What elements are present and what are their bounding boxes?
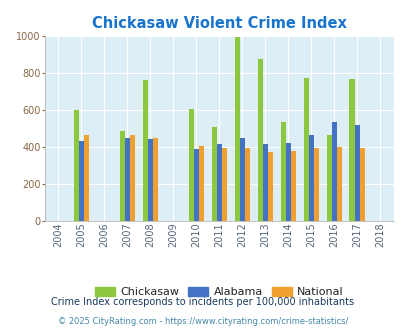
Bar — [193, 149, 198, 221]
Bar — [124, 138, 130, 221]
Bar — [336, 147, 341, 221]
Bar — [147, 139, 152, 221]
Bar — [257, 59, 262, 221]
Bar — [267, 152, 272, 221]
Bar — [216, 144, 221, 221]
Bar — [221, 148, 226, 221]
Bar — [84, 135, 89, 221]
Bar — [74, 110, 79, 221]
Bar — [79, 141, 84, 221]
Bar — [244, 148, 249, 221]
Bar — [308, 135, 313, 221]
Bar — [303, 78, 308, 221]
Bar — [152, 138, 158, 221]
Bar — [290, 151, 295, 221]
Bar — [280, 122, 285, 221]
Text: Crime Index corresponds to incidents per 100,000 inhabitants: Crime Index corresponds to incidents per… — [51, 297, 354, 307]
Bar — [188, 109, 193, 221]
Bar — [285, 144, 290, 221]
Bar — [313, 148, 318, 221]
Bar — [234, 37, 239, 221]
Bar — [130, 135, 134, 221]
Legend: Chickasaw, Alabama, National: Chickasaw, Alabama, National — [90, 282, 347, 301]
Bar — [331, 122, 336, 221]
Bar — [354, 125, 359, 221]
Bar — [359, 148, 364, 221]
Bar — [239, 138, 244, 221]
Text: © 2025 CityRating.com - https://www.cityrating.com/crime-statistics/: © 2025 CityRating.com - https://www.city… — [58, 317, 347, 326]
Bar — [198, 146, 203, 221]
Bar — [211, 127, 216, 221]
Bar — [119, 131, 124, 221]
Bar — [262, 144, 267, 221]
Bar — [143, 80, 147, 221]
Bar — [349, 79, 354, 221]
Bar — [326, 135, 331, 221]
Title: Chickasaw Violent Crime Index: Chickasaw Violent Crime Index — [92, 16, 346, 31]
